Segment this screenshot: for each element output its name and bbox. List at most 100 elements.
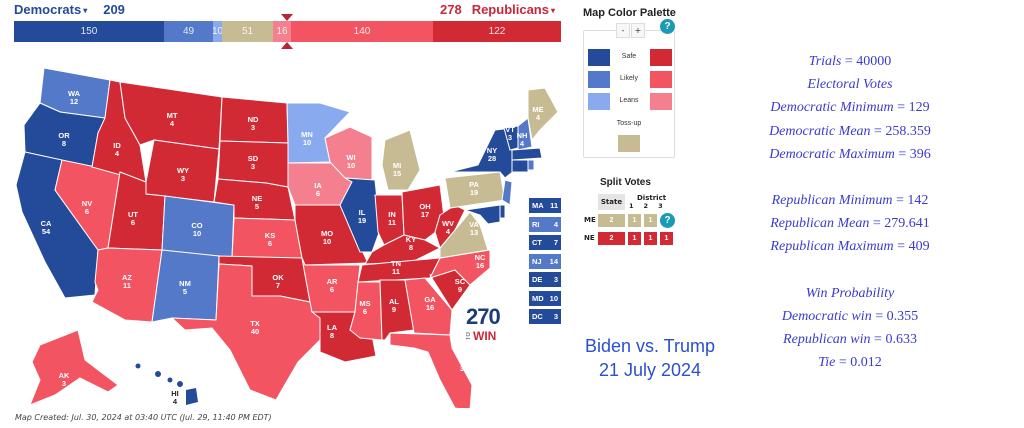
svg-text:54: 54 [42,227,51,236]
minus-button[interactable]: - [616,23,630,38]
bar-segment-tossup: 51 [222,21,273,42]
small-state-de[interactable]: DE 3 [529,272,561,287]
state-mi[interactable] [381,129,421,191]
small-states-list: MA 11 RI 4 CT 7 NJ 14 DE 3 MD 10 DC 3 [529,198,561,328]
svg-text:9: 9 [458,285,462,294]
svg-text:VA: VA [469,220,479,229]
swatch-safe-dem[interactable] [588,49,610,66]
svg-text:TN: TN [391,259,401,268]
state-ny[interactable] [449,127,516,179]
state-ct[interactable] [511,159,529,173]
svg-text:AK: AK [59,371,70,380]
split-votes-table: State District 1 2 3 ME 2 1 1 ? NE 2 1 1… [582,194,682,250]
state-nh[interactable] [517,117,533,151]
svg-text:3: 3 [508,133,512,142]
republicans-header[interactable]: 278 Republicans ▾ [440,2,561,17]
me-statewide[interactable]: 2 [598,214,625,227]
svg-text:17: 17 [421,210,429,219]
svg-text:MN: MN [301,130,313,139]
state-tx[interactable] [170,263,321,401]
svg-text:10: 10 [193,229,201,238]
svg-text:ID: ID [113,141,121,150]
win-heading: Win Probability [805,285,895,301]
dem-mean-line: Democratic Mean = 258.359 [769,123,931,139]
state-md[interactable] [464,204,501,225]
me-district-1[interactable]: 1 [628,214,641,227]
svg-text:NY: NY [487,146,497,155]
state-hi[interactable] [135,363,199,406]
svg-text:9: 9 [392,305,396,314]
svg-text:8: 8 [409,243,413,252]
swatch-leans-rep[interactable] [650,93,672,110]
state-nj[interactable] [501,179,513,206]
me-district-2[interactable]: 1 [644,214,657,227]
state-de[interactable] [499,204,506,219]
svg-text:NC: NC [475,253,486,262]
svg-text:AZ: AZ [122,273,132,282]
chevron-down-icon[interactable]: ▾ [83,6,88,16]
svg-text:8: 8 [330,331,334,340]
tie-line: Tie = 0.012 [818,355,882,371]
svg-text:WI: WI [346,153,355,162]
270-marker-bottom-icon [281,42,293,49]
help-icon[interactable]: ? [660,19,675,34]
bar-segment-leans-dem: 10 [212,21,223,42]
state-il[interactable] [339,177,381,253]
svg-text:4: 4 [115,149,120,158]
svg-text:5: 5 [183,287,187,296]
svg-text:30: 30 [460,364,468,373]
svg-text:SC: SC [455,277,466,286]
svg-text:4: 4 [446,227,451,236]
likely-label: Likely [620,75,638,82]
svg-text:CA: CA [41,219,52,228]
swatch-safe-rep[interactable] [650,49,672,66]
ne-district-3[interactable]: 1 [660,232,673,245]
state-fl[interactable] [389,332,473,408]
bar-segment-likely-dem: 49 [164,21,213,42]
svg-text:7: 7 [276,281,280,290]
svg-text:AL: AL [389,297,399,306]
svg-text:TX: TX [250,319,260,328]
me-district-3-help-icon[interactable]: ? [660,213,675,228]
district-column-header: District [637,194,667,202]
svg-text:GA: GA [424,295,436,304]
swatch-likely-dem[interactable] [588,71,610,88]
state-ma[interactable] [511,147,543,161]
dem-min-line: Democratic Minimum = 129 [770,100,930,116]
svg-text:4: 4 [173,397,178,406]
swatch-tossup[interactable] [618,135,640,152]
svg-text:OR: OR [58,131,70,140]
safe-label: Safe [621,53,637,60]
state-ga[interactable] [404,277,453,336]
svg-text:SD: SD [248,154,259,163]
rep-mean-line: Republican Mean = 279.641 [770,216,930,232]
electoral-vote-bar: 150 49 10 51 16 140 122 [14,21,561,42]
svg-text:WY: WY [177,166,189,175]
state-me[interactable] [527,87,559,142]
republicans-total: 278 [439,2,462,17]
state-ak[interactable] [29,329,119,406]
ne-district-1[interactable]: 1 [628,232,641,245]
swatch-leans-dem[interactable] [588,93,610,110]
palette-title: Map Color Palette [583,7,676,19]
svg-text:NH: NH [517,131,528,140]
row-label-me: ME [584,216,596,224]
small-state-nj[interactable]: NJ 14 [529,253,561,269]
plus-button[interactable]: + [631,23,645,38]
chevron-down-icon[interactable]: ▾ [550,6,555,16]
ne-district-2[interactable]: 1 [644,232,657,245]
swatch-likely-rep[interactable] [650,71,672,88]
ne-statewide[interactable]: 2 [598,232,625,245]
democrats-header[interactable]: Democrats ▾ 209 [14,2,125,17]
small-state-ri[interactable]: RI 4 [529,216,561,232]
republicans-label: Republicans [471,2,549,17]
row-label-ne: NE [584,234,595,242]
small-state-dc[interactable]: DC 3 [529,309,561,324]
small-state-ct[interactable]: CT 7 [529,235,561,250]
svg-text:IA: IA [314,181,322,190]
small-state-md[interactable]: MD 10 [529,290,561,306]
tossup-label: Toss-up [616,120,642,127]
small-state-ma[interactable]: MA 11 [529,198,561,213]
svg-text:OK: OK [272,273,284,282]
state-ri[interactable] [527,159,535,171]
